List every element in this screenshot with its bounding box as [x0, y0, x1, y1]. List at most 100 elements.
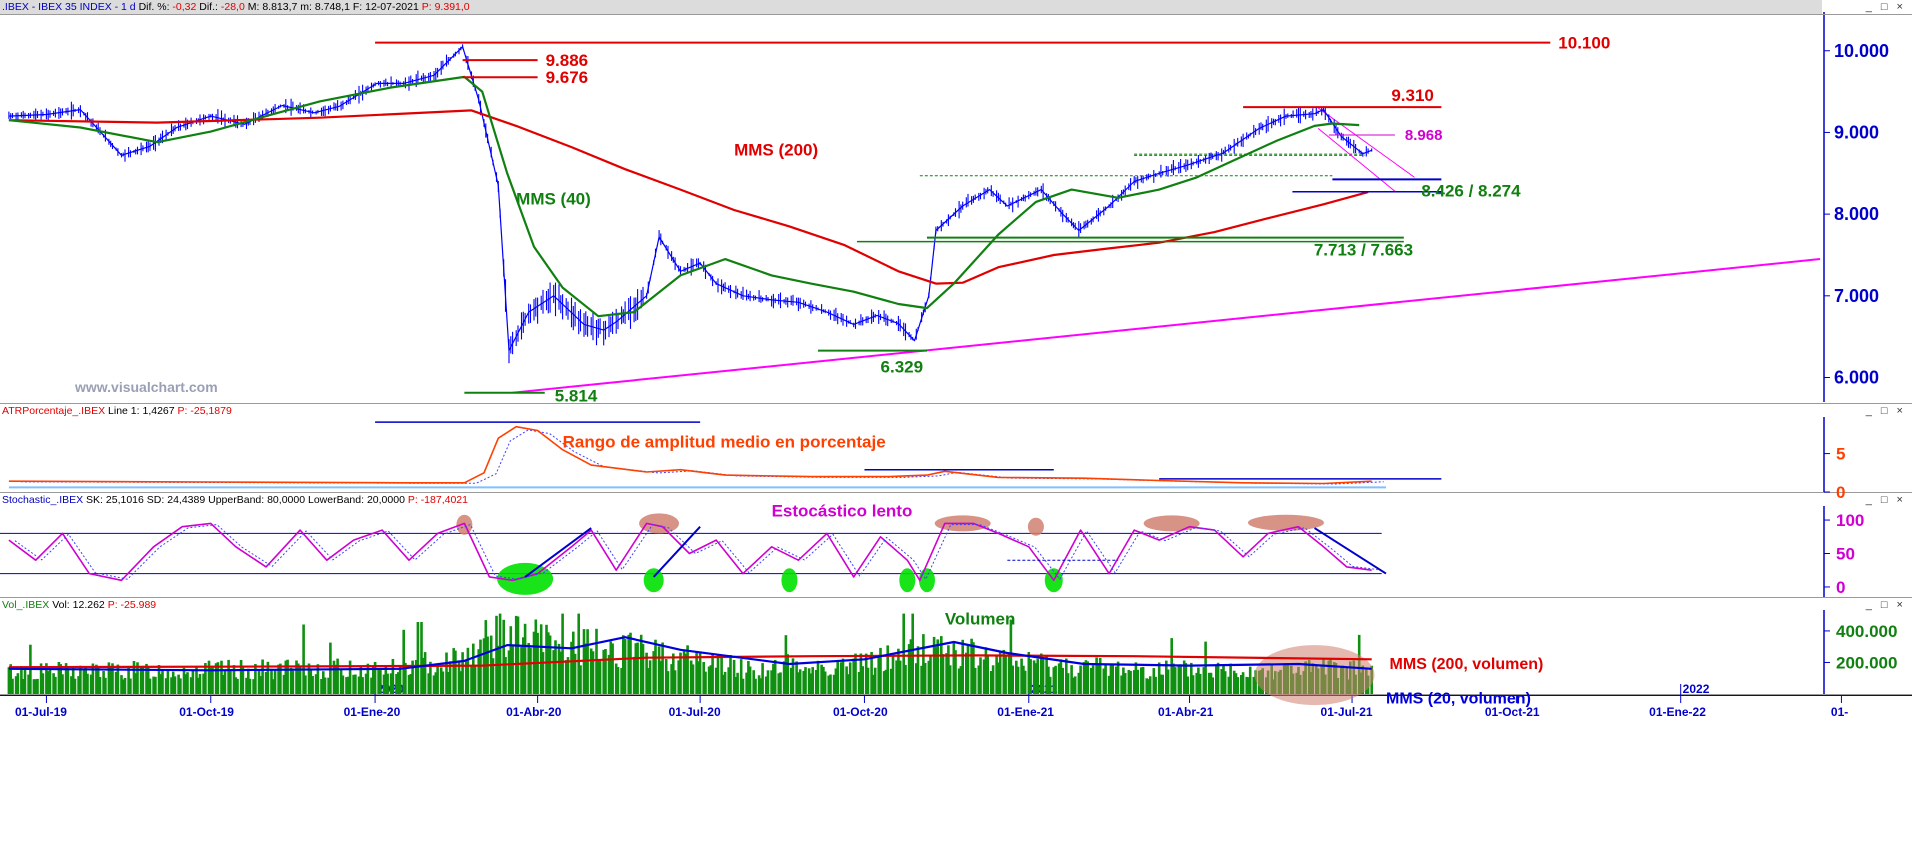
volume-bar — [21, 679, 25, 694]
volume-bar — [664, 659, 668, 694]
volume-bar — [1140, 667, 1143, 694]
volume-bar — [222, 675, 225, 694]
volume-bar — [71, 666, 75, 694]
volume-bar — [611, 643, 614, 694]
volume-bar — [1216, 662, 1220, 694]
oversold-marker — [899, 568, 916, 593]
volume-bar — [197, 677, 200, 694]
volume-bar — [904, 664, 907, 694]
volume-bar — [366, 663, 370, 694]
volume-bar — [191, 669, 195, 694]
stoch-tick-label: 50 — [1836, 545, 1855, 564]
volume-bar — [959, 666, 963, 694]
volume-bar — [189, 677, 193, 694]
volume-bar — [559, 651, 563, 694]
volume-bar — [927, 660, 931, 694]
volume-bar — [979, 657, 982, 694]
volume-bar — [797, 672, 800, 694]
volume-bar — [247, 668, 250, 694]
volume-bar — [622, 635, 625, 694]
volume-bar — [940, 636, 943, 694]
volume-bar — [798, 669, 802, 694]
volume-bar — [64, 663, 68, 694]
volume-bar — [552, 650, 555, 694]
volume-bar — [991, 665, 995, 694]
volume-bar — [1015, 660, 1018, 694]
volume-bar — [1059, 659, 1063, 694]
volume-bar — [1007, 652, 1011, 694]
volume-bar — [807, 668, 811, 694]
volume-bar — [1084, 660, 1088, 694]
volume-bar — [595, 628, 598, 694]
volume-bar — [207, 660, 211, 694]
volume-bar — [957, 668, 961, 694]
volume-bar — [884, 669, 888, 694]
volume-bar — [507, 650, 511, 694]
volume-bar — [311, 676, 314, 694]
volume-bar — [777, 673, 780, 694]
max-label: M: — [247, 1, 260, 13]
price-panel-header: .IBEX - IBEX 35 INDEX - 1 d Dif. %: -0,3… — [0, 0, 1822, 14]
volume-bar — [173, 676, 177, 694]
volume-bar — [695, 652, 698, 694]
volume-bar — [566, 657, 570, 694]
volume-bar — [666, 671, 670, 694]
level-label: 9.886 — [546, 51, 589, 70]
volume-bar — [598, 659, 602, 694]
channel-lower — [1317, 127, 1396, 192]
volume-bar — [14, 676, 18, 694]
volume-bar — [166, 669, 170, 694]
volume-bar — [177, 674, 180, 694]
atr-p-value: -25,1879 — [190, 405, 232, 417]
volume-bar — [770, 670, 773, 694]
volume-bar — [141, 665, 145, 694]
vol-vol-label: Vol: — [52, 599, 70, 611]
volume-bar — [1066, 673, 1070, 694]
volume-bar — [1241, 672, 1245, 694]
volume-bar — [320, 679, 323, 694]
volume-bar — [723, 671, 727, 694]
symbol-label: .IBEX - IBEX 35 INDEX - 1 d — [2, 1, 136, 13]
volume-bar — [804, 667, 807, 694]
stoch-sk-line — [8, 522, 1372, 582]
stoch-p-value: -187,4021 — [420, 494, 468, 506]
level-label: 6.329 — [881, 358, 924, 377]
price-window-buttons[interactable]: _ □ × — [1865, 1, 1906, 13]
volume-bar — [104, 677, 107, 694]
price-tick-label: 8.000 — [1834, 204, 1879, 224]
volume-bar — [195, 666, 198, 694]
volume-bar — [1145, 678, 1148, 694]
volume-bar — [1207, 672, 1211, 694]
date-tick-label: 01-Abr-20 — [506, 705, 562, 719]
volume-bar — [1136, 669, 1139, 694]
ma-annotation: MMS (40) — [516, 189, 591, 208]
volume-bar — [1186, 676, 1189, 694]
volume-bar — [16, 673, 20, 694]
volume-bar — [491, 658, 495, 694]
ma-annotation: MMS (200) — [734, 140, 818, 159]
volume-bar — [95, 664, 98, 694]
volume-bar — [1047, 666, 1050, 694]
volume-bar — [1054, 665, 1057, 694]
volume-bar — [1104, 665, 1107, 694]
volume-bar — [629, 632, 632, 694]
volume-bar — [965, 652, 968, 694]
volume-bar — [1195, 672, 1198, 694]
volume-bar — [1147, 679, 1150, 694]
volume-bar — [139, 666, 143, 694]
volume-bar — [1157, 662, 1161, 694]
volume-bar — [857, 672, 861, 694]
volume-bar — [1077, 672, 1081, 694]
level-label: 9.310 — [1391, 86, 1434, 105]
volume-bar — [659, 661, 663, 694]
vol-window-buttons[interactable]: _ □ × — [1865, 599, 1906, 611]
volume-bar — [1197, 667, 1200, 694]
atr-window-buttons[interactable]: _ □ × — [1865, 405, 1906, 417]
volume-bar — [932, 636, 936, 694]
volume-bar — [345, 677, 348, 694]
volume-bar — [616, 667, 620, 694]
stoch-window-buttons[interactable]: _ □ × — [1865, 494, 1906, 506]
volume-bar — [1111, 664, 1114, 694]
